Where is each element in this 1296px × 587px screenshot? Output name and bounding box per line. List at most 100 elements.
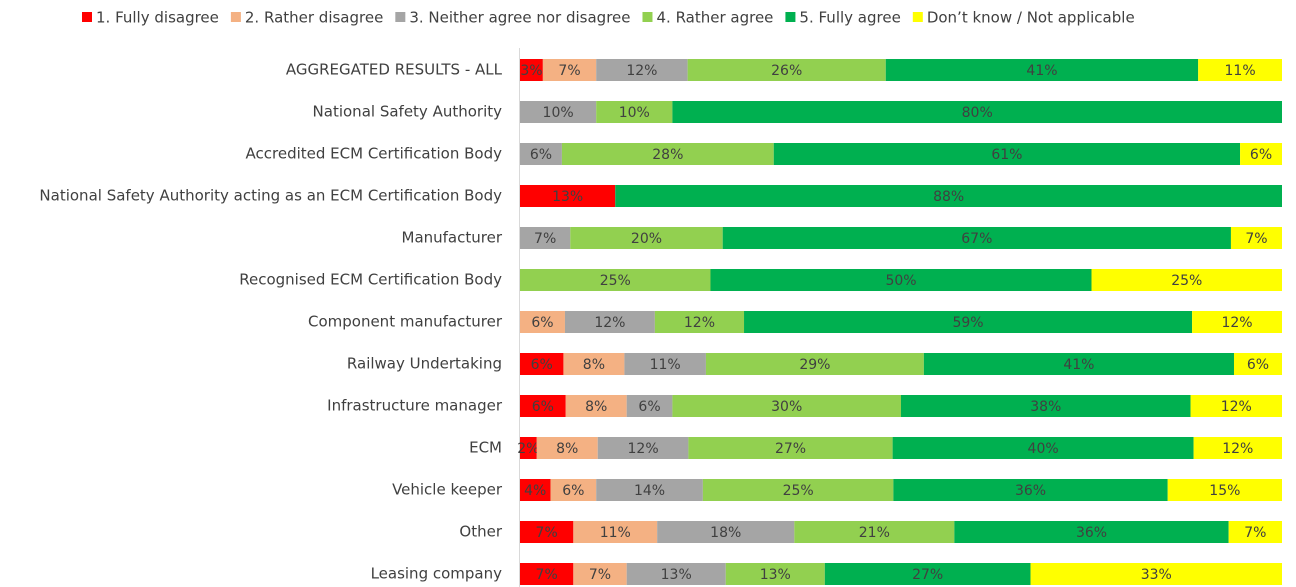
- bar-segment: [520, 353, 564, 375]
- legend-label: Don’t know / Not applicable: [927, 9, 1135, 27]
- data-label: 12%: [1222, 441, 1253, 457]
- data-label: 6%: [531, 357, 553, 373]
- y-tick-label: Accredited ECM Certification Body: [246, 145, 503, 163]
- y-tick-label: Other: [459, 523, 502, 541]
- bar-segment: [1193, 437, 1282, 459]
- data-label: 8%: [583, 357, 605, 373]
- bar-segment: [596, 479, 703, 501]
- y-tick-label: ECM: [469, 439, 502, 457]
- bar-segment: [1030, 563, 1282, 585]
- data-label: 2%: [517, 441, 539, 457]
- bar-segment: [565, 395, 627, 417]
- bar-segment: [520, 311, 565, 333]
- bar-segment: [672, 395, 901, 417]
- bar-segment: [520, 437, 537, 459]
- data-label: 7%: [1245, 231, 1267, 247]
- bar-segment: [596, 101, 673, 123]
- data-label: 33%: [1141, 567, 1172, 583]
- data-label: 13%: [661, 567, 692, 583]
- data-label: 25%: [600, 273, 631, 289]
- data-label: 6%: [638, 399, 660, 415]
- y-tick-label: National Safety Authority: [313, 103, 503, 121]
- data-label: 88%: [933, 189, 964, 205]
- bar-segment: [710, 269, 1092, 291]
- y-tick-label: Component manufacturer: [308, 313, 503, 331]
- data-label: 7%: [558, 63, 580, 79]
- legend-label: 2. Rather disagree: [245, 9, 383, 27]
- data-label: 20%: [631, 231, 662, 247]
- y-tick-label: Railway Undertaking: [347, 355, 502, 373]
- data-label: 6%: [1250, 147, 1272, 163]
- bar-segment: [1240, 143, 1282, 165]
- legend-swatch: [642, 12, 653, 22]
- data-label: 18%: [710, 525, 741, 541]
- bar-segment: [705, 353, 924, 375]
- legend-label: 1. Fully disagree: [96, 9, 219, 27]
- data-label: 7%: [1244, 525, 1266, 541]
- data-label: 13%: [552, 189, 583, 205]
- y-tick-label: Manufacturer: [402, 229, 503, 247]
- data-label: 59%: [952, 315, 983, 331]
- y-tick-label: Infrastructure manager: [327, 397, 503, 415]
- bar-segment: [725, 563, 825, 585]
- data-label: 27%: [775, 441, 806, 457]
- data-label: 41%: [1026, 63, 1057, 79]
- data-label: 25%: [783, 483, 814, 499]
- bar-segment: [1091, 269, 1282, 291]
- data-label: 6%: [531, 315, 553, 331]
- bar-segment: [893, 479, 1168, 501]
- data-label: 10%: [543, 105, 574, 121]
- data-label: 80%: [962, 105, 993, 121]
- data-label: 30%: [771, 399, 802, 415]
- bar-segment: [573, 521, 658, 543]
- bar-segment: [520, 395, 566, 417]
- y-tick-label: Vehicle keeper: [392, 481, 503, 499]
- data-label: 50%: [885, 273, 916, 289]
- data-label: 40%: [1028, 441, 1059, 457]
- bar-segment: [626, 563, 726, 585]
- data-label: 7%: [536, 567, 558, 583]
- legend-swatch: [230, 12, 241, 22]
- data-label: 67%: [961, 231, 992, 247]
- data-label: 4%: [524, 483, 546, 499]
- data-label: 6%: [562, 483, 584, 499]
- bar-segment: [722, 227, 1231, 249]
- data-label: 12%: [684, 315, 715, 331]
- bar-segment: [597, 437, 689, 459]
- bar-segment: [1190, 395, 1282, 417]
- data-label: 27%: [912, 567, 943, 583]
- data-label: 61%: [991, 147, 1022, 163]
- bar-segment: [1233, 353, 1282, 375]
- bar-segment: [520, 269, 711, 291]
- data-label: 12%: [626, 63, 657, 79]
- bar-segment: [657, 521, 795, 543]
- data-label: 12%: [628, 441, 659, 457]
- data-label: 3%: [520, 63, 542, 79]
- data-label: 10%: [619, 105, 650, 121]
- bar-segment: [615, 185, 1282, 207]
- data-label: 21%: [859, 525, 890, 541]
- bar-segment: [520, 185, 616, 207]
- legend-swatch: [785, 12, 796, 22]
- bar-segment: [626, 395, 673, 417]
- legend-label: 5. Fully agree: [799, 9, 900, 27]
- data-label: 6%: [532, 399, 554, 415]
- bar-segment: [564, 311, 655, 333]
- bar-segment: [1167, 479, 1282, 501]
- data-label: 7%: [534, 231, 556, 247]
- data-label: 7%: [536, 525, 558, 541]
- bar-segment: [563, 353, 625, 375]
- data-label: 6%: [530, 147, 552, 163]
- data-label: 41%: [1063, 357, 1094, 373]
- bar-segment: [520, 479, 551, 501]
- bar-segment: [570, 227, 723, 249]
- data-label: 26%: [771, 63, 802, 79]
- bar-segment: [596, 59, 688, 81]
- bar-segment: [520, 101, 597, 123]
- data-label: 11%: [1225, 63, 1256, 79]
- bar-segment: [573, 563, 627, 585]
- legend-label: 4. Rather agree: [656, 9, 773, 27]
- bar-segment: [1230, 227, 1282, 249]
- bar-segment: [687, 59, 886, 81]
- bar-segment: [892, 437, 1194, 459]
